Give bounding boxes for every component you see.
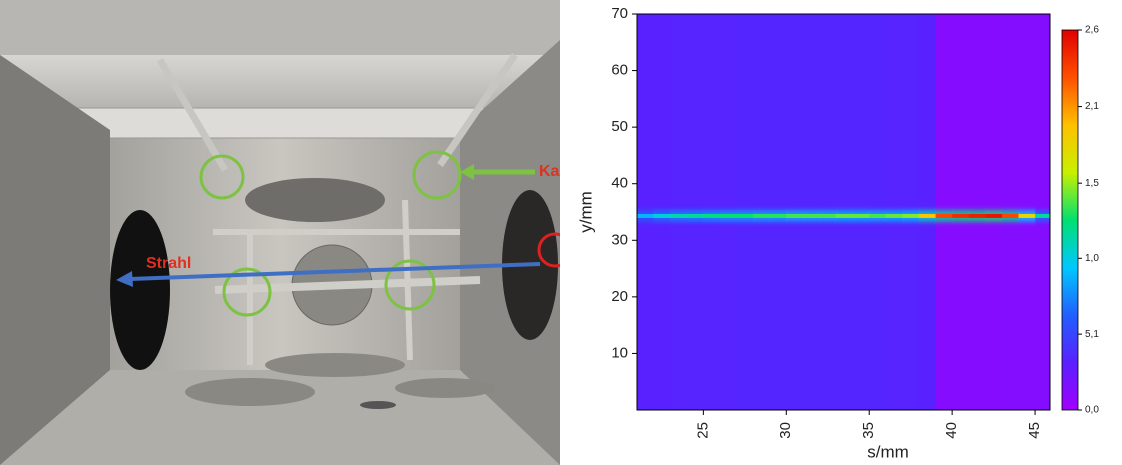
x-tick-label: 30 [777, 422, 794, 439]
beam-cell [1035, 213, 1050, 218]
beam-cell [1018, 213, 1036, 218]
camera-circle [199, 154, 245, 200]
beam-cell [1001, 213, 1019, 218]
camera-circle [412, 150, 462, 200]
beam-cell [968, 213, 986, 218]
camera-circle [222, 267, 272, 317]
beam-cell [802, 213, 820, 218]
beam-cell [769, 213, 787, 218]
chart: s/mm y/mm 10 20 30 40 50 60 70 25 30 35 40 45 2,6 2,1… [576, 5, 1099, 462]
frame [402, 199, 413, 361]
beam-cell [852, 213, 870, 218]
colorbar [1061, 29, 1079, 411]
beam-cell [869, 213, 887, 218]
strut [437, 53, 518, 167]
beam-cell [753, 213, 771, 218]
beam-cell [836, 213, 854, 218]
photo: Strahl Ka [0, 0, 560, 465]
colorbar-tick-label: 5,1 [1085, 329, 1099, 340]
colorbar-tick-label: 0,0 [1085, 405, 1099, 416]
y-tick-label: 50 [611, 118, 628, 135]
beam-cell [686, 213, 704, 218]
x-tick-label: 25 [694, 422, 711, 439]
y-tick-label: 70 [611, 5, 628, 22]
left-wall [0, 55, 110, 465]
floor-hole [360, 401, 396, 409]
strut [156, 58, 229, 172]
x-tick-label: 45 [1026, 422, 1043, 439]
y-tick-label: 30 [611, 231, 628, 248]
y-tick-label: 60 [611, 62, 628, 79]
top-plate [0, 0, 560, 55]
x-tick-label: 40 [943, 422, 960, 439]
beam-cell [719, 213, 738, 218]
x-axis-label: s/mm [867, 442, 909, 461]
beam-cell [935, 213, 953, 218]
colorbar-tick-label: 1,5 [1085, 178, 1099, 189]
beam-cell [786, 213, 804, 218]
green-arrow-head [460, 164, 474, 180]
beam-cell [703, 213, 721, 218]
y-tick-label: 40 [611, 175, 628, 192]
colorbar-tick-label: 1,0 [1085, 253, 1099, 264]
port-left [110, 210, 170, 370]
beam-cell [885, 213, 903, 218]
colorbar-tick-label: 2,1 [1085, 101, 1099, 112]
camera-label: Ka [539, 163, 560, 180]
x-tick-label: 35 [860, 422, 877, 439]
cone [245, 178, 385, 222]
beam-label: Strahl [146, 255, 191, 272]
plot-frame [636, 13, 1051, 411]
beam-cell [902, 213, 920, 218]
floor-hole [185, 378, 315, 406]
heatmap [637, 14, 1050, 410]
frame [214, 276, 481, 294]
floor-hole [395, 378, 495, 398]
beam-cell [918, 213, 937, 218]
camera-circle [384, 259, 436, 311]
beam-arrow-head [116, 271, 133, 287]
beam-cell [952, 213, 970, 218]
floor-hole [265, 353, 405, 377]
beam-cell [736, 213, 754, 218]
source-circle [537, 232, 560, 268]
y-axis-label: y/mm [576, 191, 595, 233]
beam-cell [985, 213, 1003, 218]
beam-cell [653, 213, 671, 218]
y-tick-label: 10 [611, 344, 628, 361]
y-tick-label: 20 [611, 288, 628, 305]
beam-arrow [129, 262, 541, 281]
colorbar-tick-label: 2,6 [1085, 25, 1099, 36]
beam-cell [637, 213, 655, 218]
beam-cell [670, 213, 688, 218]
beam-cell [819, 213, 837, 218]
